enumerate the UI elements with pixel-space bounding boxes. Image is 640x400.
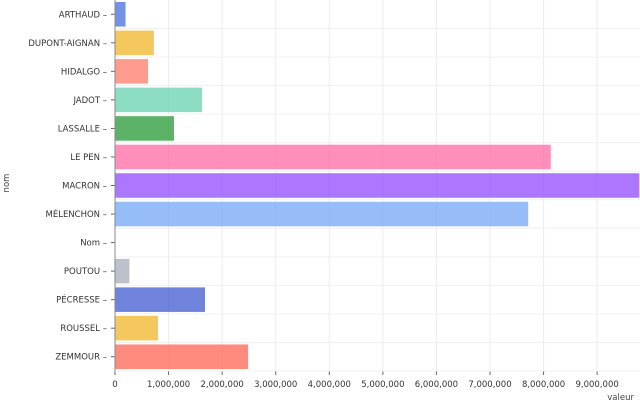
y-tick-label: POUTOU – (64, 267, 107, 277)
bar-arthaud (115, 1, 126, 27)
y-axis-tick-labels: ARTHAUD – DUPONT-AIGNAN – HIDALGO – JADOT –… (28, 10, 115, 363)
x-tick-label: 2,000,000 (201, 380, 244, 390)
y-axis-title: nom (2, 174, 12, 193)
y-tick-label: JADOT – (72, 96, 107, 106)
y-tick-label: PÉCRESSE – (56, 294, 107, 306)
y-tick-label: ARTHAUD – (59, 10, 107, 20)
y-tick-label: LE PEN – (70, 153, 107, 163)
y-tick-label: MACRON – (62, 182, 107, 192)
bar-zemmour (115, 344, 249, 370)
bar-hidalgo (115, 59, 149, 84)
x-tick-label: 4,000,000 (308, 380, 351, 390)
x-tick-label: 3,000,000 (254, 380, 297, 390)
bar-poutou (115, 258, 130, 284)
x-axis-tick-labels: 0 1,000,000 2,000,000 3,000,000 4,000,000 5,0… (112, 380, 618, 390)
x-tick-label: 9,000,000 (576, 380, 619, 390)
bar-macron (115, 173, 640, 198)
y-tick-label: ROUSSEL – (60, 324, 107, 334)
x-tick-label: 5,000,000 (361, 380, 404, 390)
x-tick-label: 0 (112, 380, 117, 390)
x-tick-label: 8,000,000 (522, 380, 565, 390)
bar-roussel (115, 315, 159, 341)
x-tick-label: 7,000,000 (468, 380, 511, 390)
bar-pécresse (115, 287, 205, 312)
y-tick-label: LASSALLE – (58, 124, 107, 134)
bars (115, 1, 640, 370)
y-tick-label: Nom – (80, 239, 107, 249)
y-tick-label: DUPONT-AIGNAN – (28, 39, 107, 49)
bar-mélenchon (115, 201, 529, 227)
bar-lassalle (115, 116, 174, 141)
y-tick-label: MÉLENCHON – (46, 208, 108, 220)
bar-dupont-aignan (115, 30, 154, 56)
bar-le-pen (115, 144, 551, 170)
bar-jadot (115, 87, 203, 113)
y-tick-label: HIDALGO – (61, 67, 107, 77)
y-tick-label: ZEMMOUR – (55, 353, 107, 363)
x-tick-label: 1,000,000 (147, 380, 190, 390)
x-axis-title: valeur (607, 393, 634, 400)
x-tick-label: 6,000,000 (415, 380, 458, 390)
